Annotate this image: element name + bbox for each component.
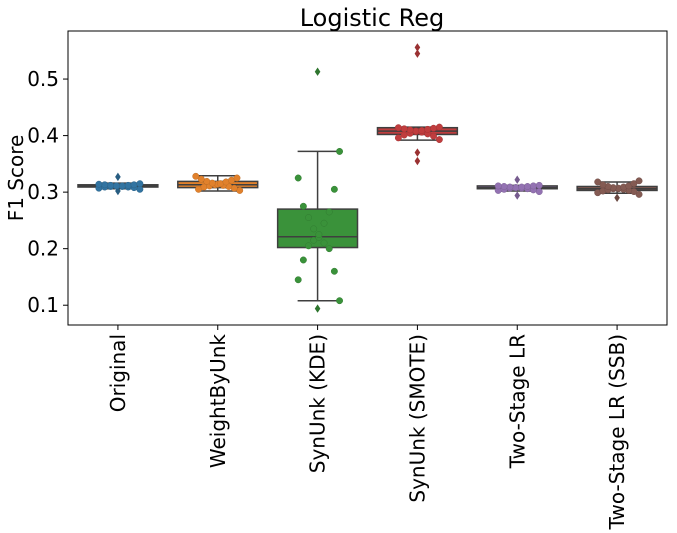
swarm-point (310, 225, 318, 233)
outlier-point (414, 156, 421, 166)
swarm-point (494, 182, 502, 190)
swarm-point (197, 175, 205, 183)
swarm-point (294, 276, 302, 284)
outlier-point (414, 49, 421, 58)
swarm-point (305, 242, 312, 250)
outlier-point (614, 193, 620, 202)
swarm-point (315, 231, 323, 238)
y-axis-label: F1 Score (4, 135, 28, 222)
swarm-point (430, 132, 437, 140)
swarm-point (394, 124, 402, 132)
outlier-point (514, 191, 521, 200)
box-group-5 (576, 177, 658, 202)
box-group-0 (77, 172, 159, 196)
swarm-point (192, 172, 200, 180)
box-group-2 (276, 67, 359, 313)
y-tick-label: 0.4 (27, 124, 59, 148)
swarm-point (394, 134, 402, 142)
box-group-1 (177, 172, 259, 194)
swarm-point (518, 183, 526, 191)
swarm-point (535, 181, 543, 189)
swarm-point (635, 177, 643, 185)
x-category-label: Original (106, 334, 130, 412)
x-category-label: SynUnk (KDE) (306, 334, 330, 473)
swarm-point (506, 183, 514, 191)
box-group-4 (476, 175, 558, 200)
outlier-point (514, 175, 521, 184)
swarm-point (325, 208, 333, 216)
y-axis: 0.1 0.2 0.3 0.4 0.5 (27, 67, 68, 317)
swarm-point (101, 181, 109, 189)
swarm-point (430, 124, 437, 132)
y-tick-label: 0.1 (27, 293, 59, 317)
swarm-point (400, 131, 408, 139)
swarm-point (412, 127, 420, 135)
outlier-point (115, 186, 121, 196)
box-group-3 (376, 43, 459, 166)
swarm-point (406, 126, 414, 134)
swarm-point (95, 180, 103, 188)
box-iqr (276, 208, 359, 249)
swarm-point (529, 182, 537, 190)
swarm-point (107, 181, 115, 189)
swarm-point (424, 125, 432, 133)
swarm-point (299, 256, 307, 264)
swarm-point (330, 267, 338, 275)
swarm-point (418, 127, 426, 134)
swarm-point (113, 182, 120, 190)
swarm-point (294, 174, 302, 182)
outlier-point (115, 172, 121, 182)
chart-title: Logistic Reg (300, 4, 445, 32)
x-category-label: Two-Stage LR (SSB) (605, 334, 629, 530)
x-category-label: WeightByUnk (206, 334, 230, 469)
plot-frame (67, 30, 668, 326)
swarm-point (124, 181, 132, 189)
swarm-point (336, 297, 343, 305)
swarm-point (130, 181, 138, 189)
swarm-point (320, 219, 328, 227)
outlier-point (314, 304, 321, 313)
outlier-point (314, 67, 321, 76)
swarm-point (325, 245, 333, 253)
x-category-label: Two-Stage LR (505, 334, 529, 469)
swarm-point (594, 178, 602, 186)
swarm-point (336, 147, 343, 155)
y-tick-label: 0.3 (27, 180, 59, 204)
swarm-point (136, 180, 144, 188)
swarm-point (118, 182, 126, 190)
swarm-point (512, 184, 520, 192)
swarm-point (435, 123, 443, 131)
y-tick-label: 0.5 (27, 67, 59, 91)
swarm-point (320, 239, 328, 247)
swarm-point (435, 136, 443, 144)
plot-area (77, 43, 658, 313)
outlier-point (414, 43, 421, 52)
swarm-point (299, 202, 307, 210)
outlier-point (414, 148, 421, 157)
x-axis: Original WeightByUnk SynUnk (KDE) SynUnk (S… (106, 325, 629, 530)
swarm-point (500, 183, 508, 190)
swarm-point (305, 214, 312, 222)
y-tick-label: 0.2 (27, 237, 59, 261)
swarm-point (330, 185, 338, 193)
swarm-point (400, 125, 408, 133)
swarm-point (535, 188, 543, 196)
swarm-point (524, 183, 531, 190)
x-category-label: SynUnk (SMOTE) (405, 334, 429, 503)
swarm-point (233, 174, 241, 182)
